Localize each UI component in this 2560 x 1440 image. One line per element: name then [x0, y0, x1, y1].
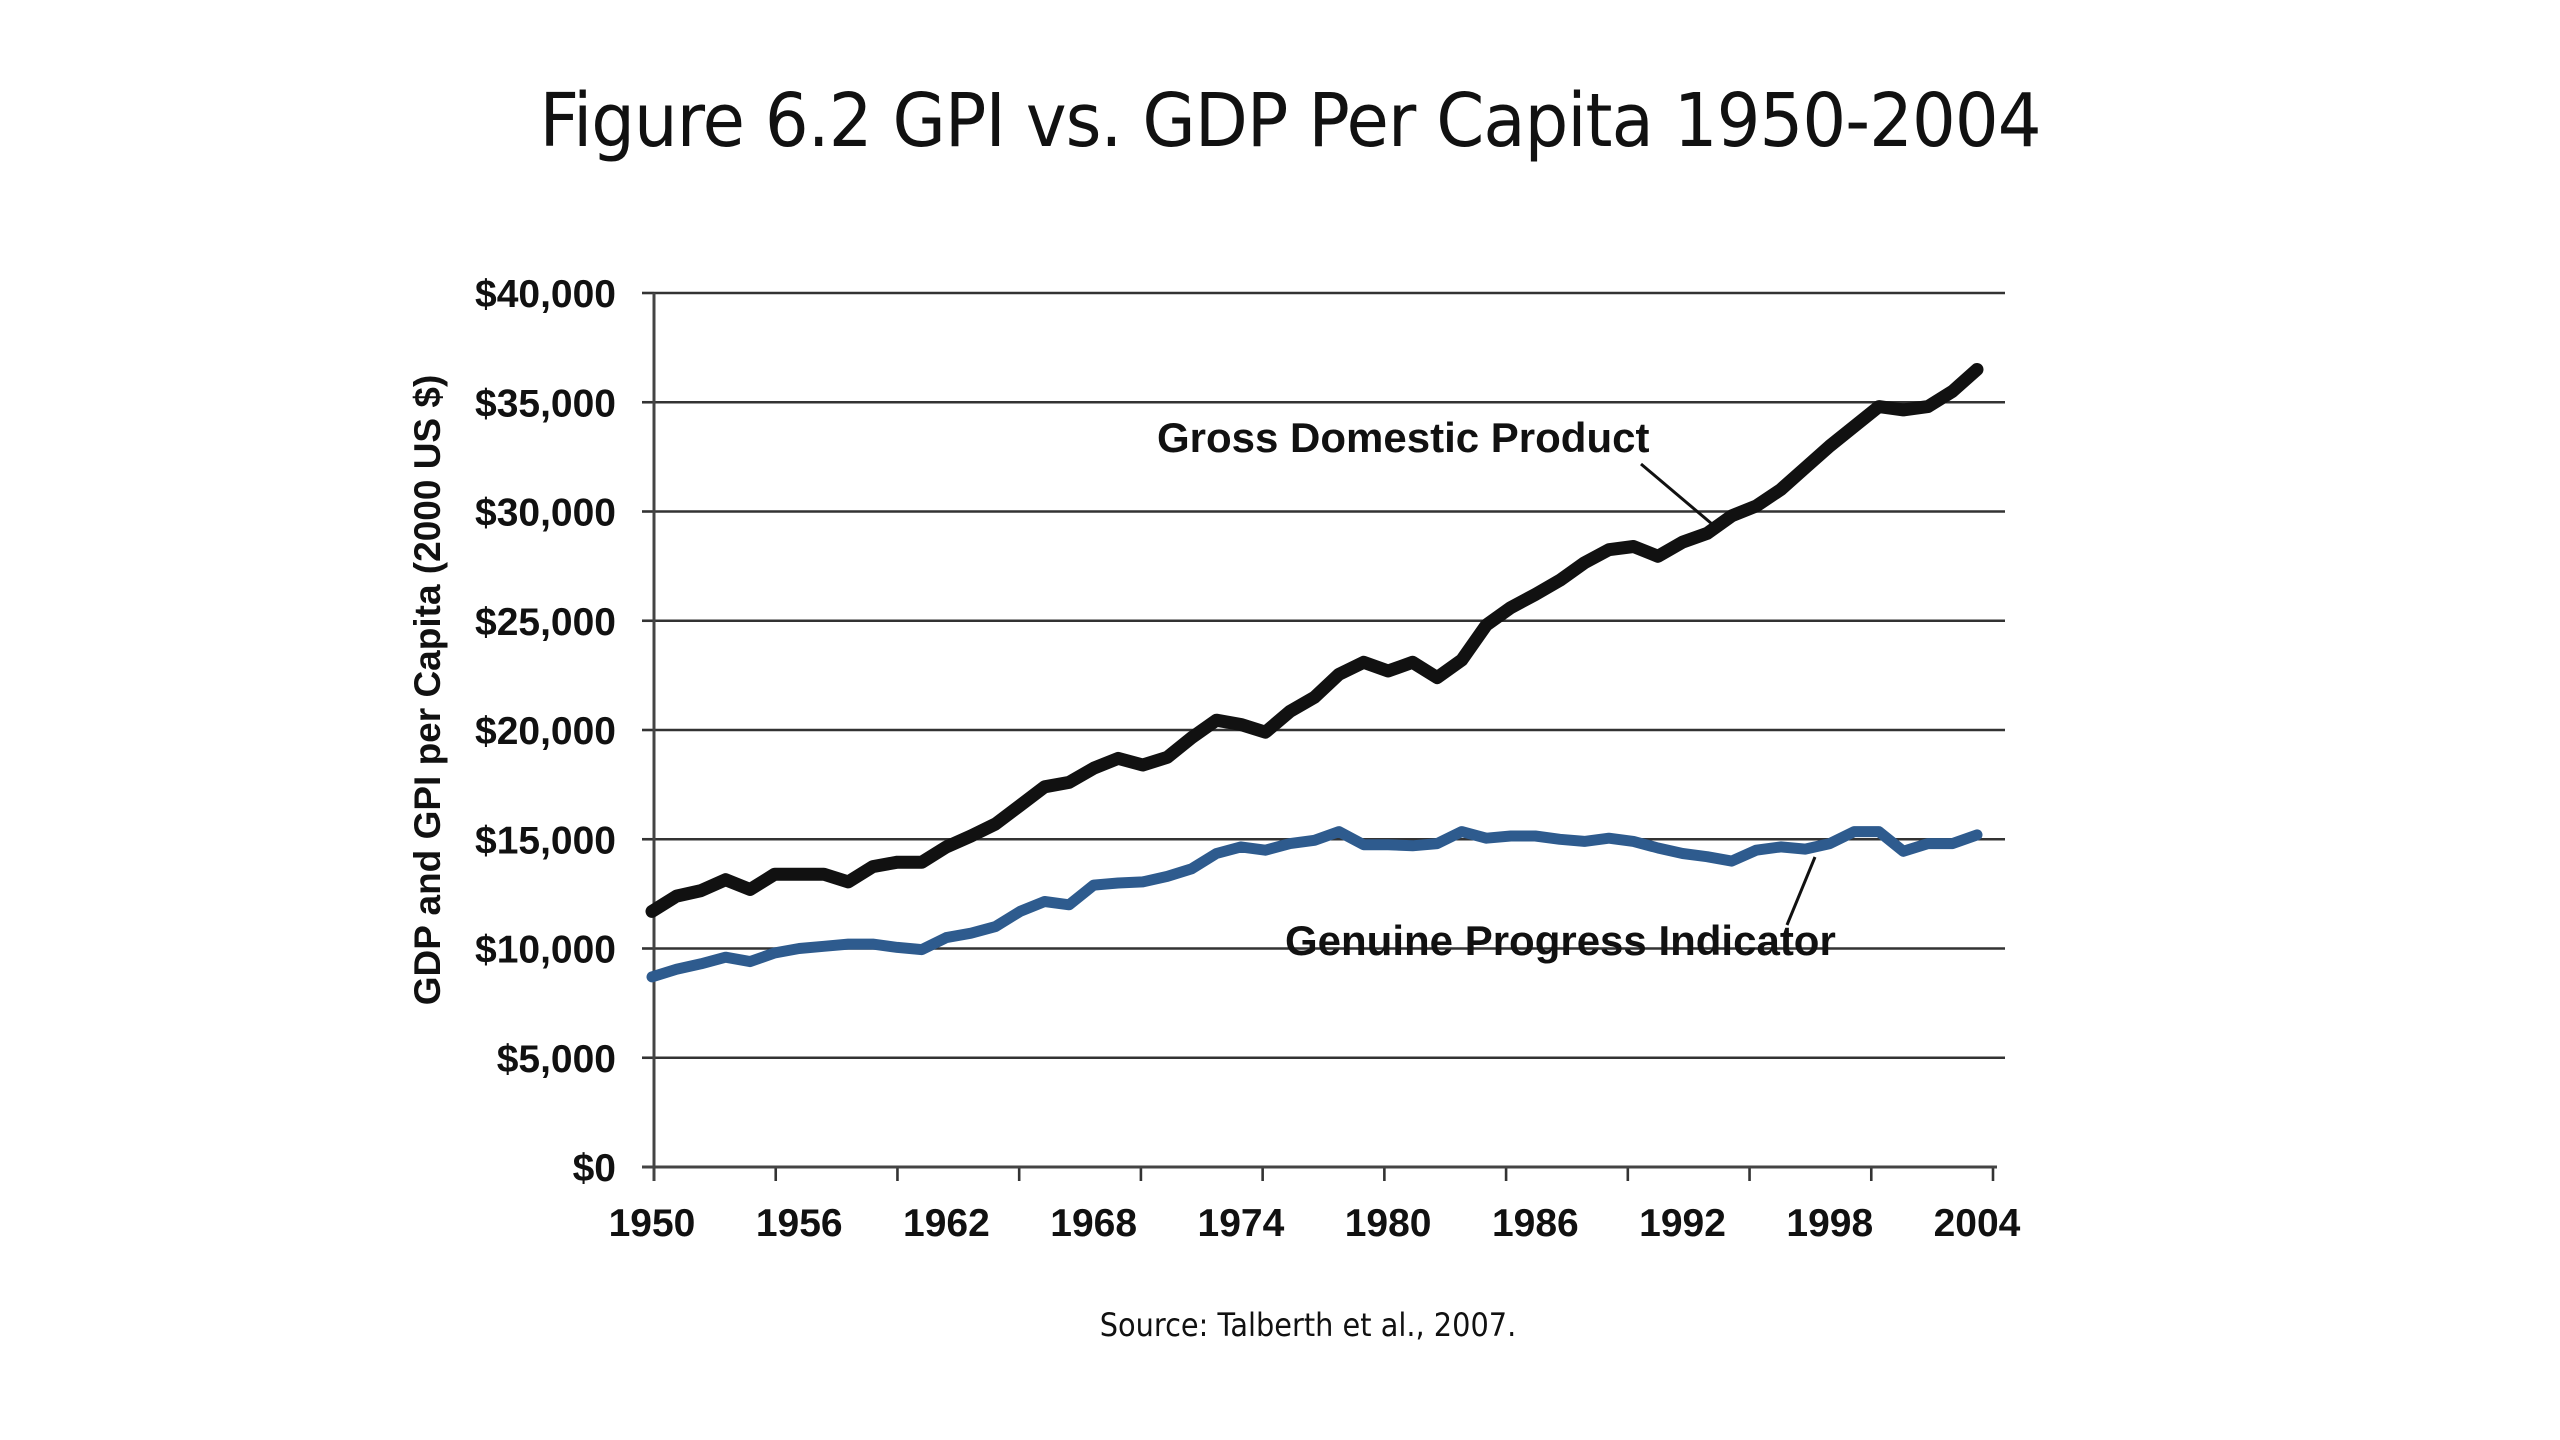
gdp-annotation-label: Gross Domestic Product	[1157, 414, 1649, 461]
y-tick-label: $30,000	[475, 492, 616, 535]
x-tick-label: 2004	[1934, 1202, 2021, 1245]
x-axis-tick-labels: 1950 1956 1962 1968 1974 1980 1986 1992 1998 2004	[609, 1202, 2021, 1245]
x-tick-label: 1950	[609, 1202, 696, 1245]
x-tick-label: 1956	[756, 1202, 843, 1245]
x-tick-label: 1980	[1345, 1202, 1432, 1245]
x-tick-label: 1986	[1492, 1202, 1579, 1245]
y-tick-label: $35,000	[475, 382, 616, 425]
gpi-series-line	[646, 826, 1983, 983]
x-tick-label: 1998	[1786, 1202, 1873, 1245]
y-tick-label: $40,000	[475, 273, 616, 316]
y-axis-ticks	[642, 291, 654, 1169]
x-axis-ticks	[652, 1167, 1995, 1181]
slide-title: Figure 6.2 GPI vs. GDP Per Capita 1950-2…	[539, 78, 2041, 164]
y-tick-label: $0	[573, 1147, 616, 1190]
y-axis-title: GDP and GPI per Capita (2000 US $)	[407, 375, 448, 1006]
x-tick-label: 1974	[1198, 1202, 1285, 1245]
gpi-annotation-leader-line	[1785, 856, 1817, 926]
y-tick-label: $5,000	[497, 1038, 616, 1081]
y-tick-label: $25,000	[475, 601, 616, 644]
y-tick-label: $15,000	[475, 819, 616, 862]
x-tick-label: 1992	[1639, 1202, 1726, 1245]
y-axis-tick-labels: $0 $5,000 $10,000 $15,000 $20,000 $25,000 $30,…	[475, 273, 616, 1190]
series-layer	[645, 363, 1984, 983]
source-note: Source: Talberth et al., 2007.	[1099, 1306, 1517, 1344]
gpi-annotation-label: Genuine Progress Indicator	[1285, 917, 1836, 964]
x-tick-label: 1962	[903, 1202, 990, 1245]
gdp-series-line	[645, 363, 1984, 918]
x-tick-label: 1968	[1050, 1202, 1137, 1245]
gdp-annotation-leader-line	[1640, 462, 1713, 526]
y-tick-label: $20,000	[475, 710, 616, 753]
y-tick-label: $10,000	[475, 929, 616, 972]
